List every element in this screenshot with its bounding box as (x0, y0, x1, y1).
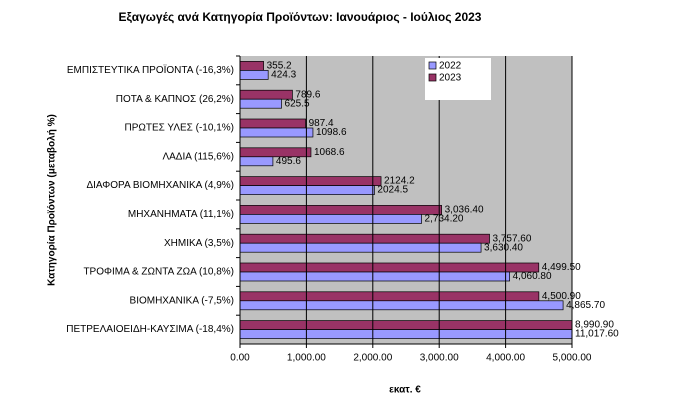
x-axis-title: εκατ. € (389, 385, 421, 396)
y-tick-label: ΕΜΠΙΣΤΕΥΤΙΚΑ ΠΡΟΪΟΝΤΑ (-16,3%) (67, 64, 234, 76)
data-label: 3,036.40 (445, 205, 484, 216)
data-label: 424.3 (271, 70, 296, 81)
bar (240, 156, 274, 167)
chart-title: Εξαγωγές ανά Κατηγορία Προϊόντων: Ιανουά… (119, 10, 482, 24)
y-tick-label: ΔΙΑΦΟΡΑ ΒΙΟΜΗΧΑΝΙΚΑ (4,9%) (86, 180, 234, 191)
data-label: 355.2 (267, 61, 292, 72)
bar (240, 233, 490, 244)
bar (240, 98, 282, 109)
data-label: 2024.5 (377, 185, 408, 196)
y-tick-label: ΠΟΤΑ & ΚΑΠΝΟΣ (26,2%) (116, 94, 234, 105)
bar (240, 205, 442, 215)
data-label: 3,757.60 (493, 233, 532, 244)
bar (240, 176, 382, 186)
data-label: 4,500.90 (542, 291, 581, 302)
data-label: 11,017.60 (575, 329, 619, 340)
y-tick-label: ΠΡΩΤΕΣ ΥΛΕΣ (-10,1%) (124, 123, 234, 134)
data-label: 625.5 (285, 98, 310, 109)
data-label: 4,060.80 (513, 271, 552, 282)
data-label: 987.4 (309, 118, 334, 129)
bar (240, 185, 375, 195)
bar (240, 70, 269, 80)
x-tick-label: 5,000.00 (553, 353, 592, 364)
bar (240, 147, 312, 158)
legend-label: 2023 (439, 73, 462, 84)
data-label: 1098.6 (316, 127, 347, 138)
data-label: 4,865.70 (566, 300, 605, 311)
x-tick-label: 3,000.00 (420, 353, 459, 364)
y-tick-label: ΧΗΜΙΚΑ (3,5%) (164, 238, 234, 249)
bar (240, 242, 482, 253)
data-label: 1068.6 (314, 147, 345, 158)
y-tick-label: ΤΡΟΦΙΜΑ & ΖΩΝΤΑ ΖΩΑ (10,8%) (83, 267, 234, 278)
bar (240, 300, 564, 311)
data-label: 8,990.90 (575, 320, 614, 331)
data-label: 4,499.50 (542, 262, 581, 273)
bar (240, 291, 540, 302)
x-tick-label: 4,000.00 (486, 353, 525, 364)
data-label: 495.6 (276, 156, 301, 167)
bar (240, 271, 510, 282)
data-label: 3,630.40 (484, 242, 523, 253)
y-tick-label: ΠΕΤΡΕΛΑΙΟΕΙΔΗ-ΚΑΥΣΙΜΑ (-18,4%) (66, 324, 234, 335)
legend-swatch (428, 73, 437, 82)
bars (240, 61, 572, 339)
data-label: 789.6 (295, 89, 320, 100)
bar (240, 262, 540, 273)
data-label: 2,734.20 (425, 214, 464, 225)
bar (240, 214, 422, 224)
x-tick-label: 1,000.00 (287, 353, 326, 364)
data-label: 2124.2 (384, 176, 415, 187)
y-tick-label: ΒΙΟΜΗΧΑΝΙΚΑ (-7,5%) (130, 295, 234, 306)
bar (240, 61, 264, 71)
y-axis-title: Κατηγορία Προϊόντων (μεταβολή %) (47, 114, 58, 286)
bar (240, 118, 306, 129)
y-tick-label: ΛΑΔΙΑ (115,6%) (162, 151, 234, 162)
y-tick-label: ΜΗΧΑΝΗΜΑΤΑ (11,1%) (128, 209, 234, 220)
x-tick-label: 0.00 (230, 353, 250, 364)
bar (240, 320, 572, 330)
legend-swatch (428, 61, 437, 70)
bar (240, 329, 572, 339)
legend-label: 2022 (439, 61, 462, 72)
x-tick-label: 2,000.00 (353, 353, 392, 364)
bar (240, 127, 314, 138)
